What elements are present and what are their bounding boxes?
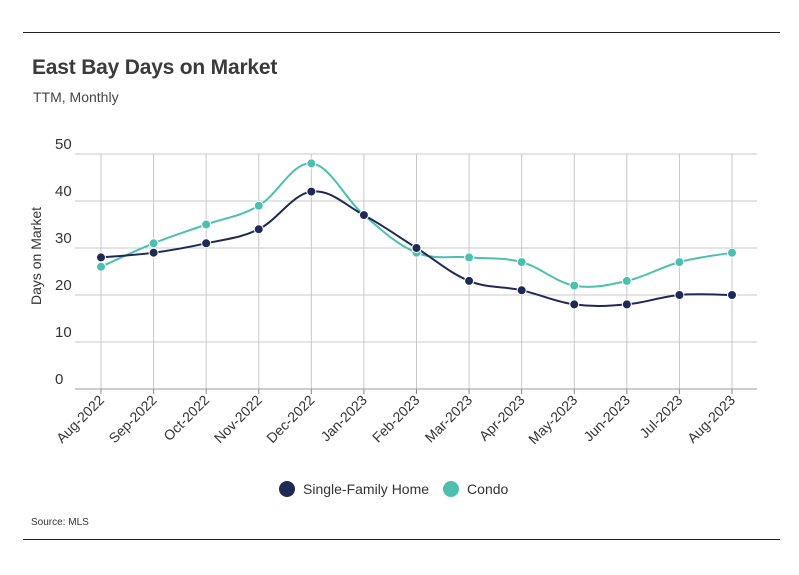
legend-label-single-family: Single-Family Home [303,481,430,497]
y-axis-title: Days on Market [28,207,44,305]
data-point-single-family [96,252,106,263]
y-tick-label: 20 [55,277,72,294]
data-point-single-family [358,210,369,221]
x-tick-label: Nov-2022 [211,392,265,446]
legend-marker-single-family [279,481,295,497]
data-point-condo [674,257,685,268]
x-tick-label: Jul-2023 [636,392,685,441]
x-tick-label: Oct-2022 [160,392,212,444]
data-point-condo [569,280,580,291]
x-tick-label: Jun-2023 [580,392,633,445]
legend-item-single-family: Single-Family Home [279,481,429,497]
data-point-condo [621,275,632,286]
x-tick-label: Apr-2023 [476,392,528,444]
data-point-condo [253,200,264,211]
data-point-condo [201,219,212,230]
data-point-condo [306,158,317,169]
legend-label-condo: Condo [467,481,509,497]
data-point-single-family [148,247,159,258]
legend-item-condo: Condo [443,481,508,497]
y-tick-label: 0 [55,371,63,388]
x-tick-label: May-2023 [525,392,580,447]
x-tick-label: Aug-2023 [684,392,738,446]
data-point-single-family [306,186,317,197]
x-tick-label: Aug-2022 [53,392,107,446]
data-point-single-family [201,238,212,249]
x-tick-label: Sep-2022 [105,392,159,446]
chart-title: East Bay Days on Market [32,56,278,79]
data-point-single-family [569,299,580,310]
data-point-single-family [674,290,685,300]
data-point-condo [96,261,106,272]
data-point-single-family [253,224,264,235]
y-tick-label: 30 [55,230,72,247]
y-tick-label: 10 [55,324,72,341]
data-point-condo [727,247,737,258]
y-tick-label: 50 [55,136,72,153]
data-point-single-family [464,275,475,286]
x-tick-label: Dec-2022 [263,392,317,446]
x-tick-label: Feb-2023 [369,392,423,446]
y-tick-label: 40 [55,183,72,200]
chart-subtitle: TTM, Monthly [33,89,119,105]
legend-marker-condo [443,481,460,497]
data-point-single-family [621,299,632,310]
data-point-condo [148,238,159,249]
source-note: Source: MLS [31,517,89,528]
data-point-single-family [516,285,527,296]
data-point-condo [464,252,475,263]
bottom-rule [23,539,780,540]
x-tick-label: Jan-2023 [317,392,370,445]
data-point-single-family [727,290,737,300]
legend: Single-Family Home Condo [279,481,522,497]
series-layer [96,158,737,310]
x-tick-label: Mar-2023 [422,392,476,446]
top-rule [23,32,780,33]
data-point-condo [516,257,527,268]
data-point-single-family [411,243,422,253]
